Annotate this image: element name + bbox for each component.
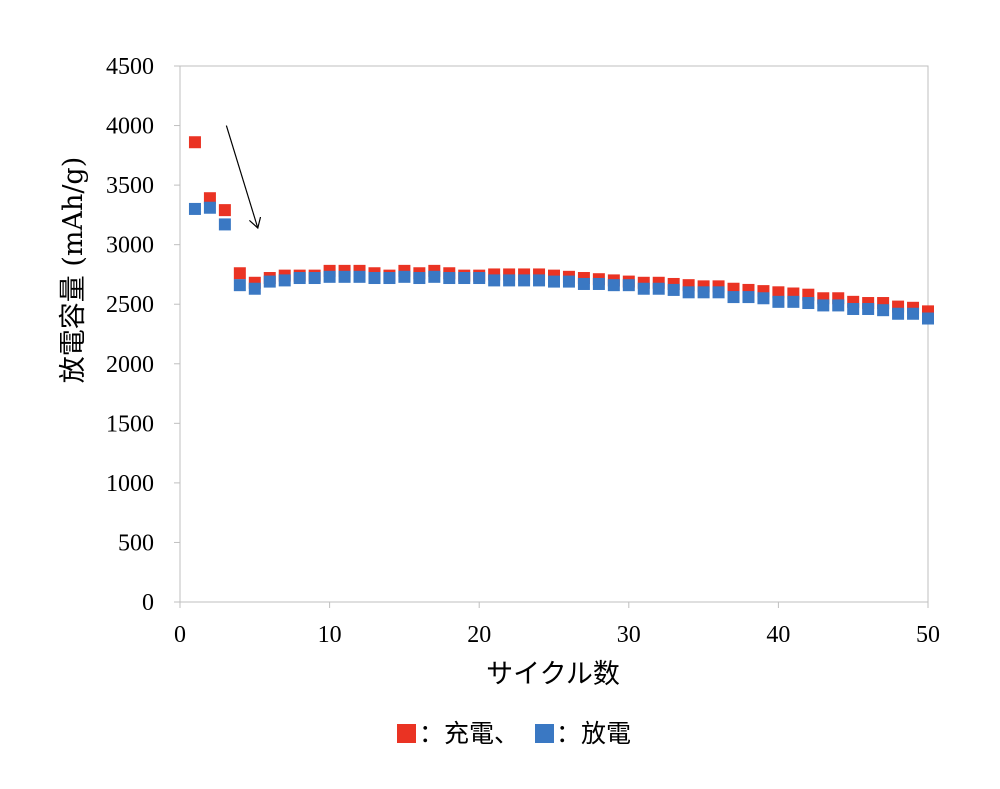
y-tick-label: 1500 xyxy=(106,411,154,437)
discharge-point xyxy=(922,312,934,325)
x-tick-label: 0 xyxy=(174,622,186,648)
discharge-point xyxy=(727,291,740,304)
y-tick-label: 4500 xyxy=(106,54,154,80)
y-tick-label: 500 xyxy=(118,530,154,556)
x-axis-label: サイクル数 xyxy=(486,659,620,690)
annotation xyxy=(225,125,257,228)
charge-point xyxy=(772,286,785,299)
discharge-point xyxy=(742,291,755,304)
y-axis: 0 500 1000 1500 2000 2500 3000 3500 4000 4500 xyxy=(106,54,180,616)
discharge-point xyxy=(907,307,920,320)
charge-point xyxy=(188,136,201,149)
discharge-point xyxy=(398,270,411,283)
y-tick-label: 3000 xyxy=(106,233,154,259)
y-tick-label: 3500 xyxy=(106,173,154,199)
discharge-point xyxy=(383,272,396,285)
annotation-arrow xyxy=(225,125,257,228)
y-tick-label: 2000 xyxy=(106,352,154,378)
y-tick-label: 0 xyxy=(142,590,154,616)
discharge-point xyxy=(278,274,291,287)
discharge-point xyxy=(622,279,635,292)
discharge-point xyxy=(877,304,890,317)
x-tick-label: 40 xyxy=(766,622,790,648)
discharge-point xyxy=(817,299,830,312)
discharge-point xyxy=(203,201,216,214)
x-axis: 0 10 20 30 40 50 xyxy=(174,602,940,648)
discharge-point xyxy=(218,218,231,231)
discharge-point xyxy=(548,275,560,288)
discharge-point xyxy=(892,307,905,320)
discharge-point xyxy=(338,270,351,283)
discharge-point xyxy=(607,279,620,292)
discharge-point xyxy=(562,275,575,288)
discharge-point xyxy=(323,270,336,283)
charge-point xyxy=(203,192,216,205)
discharge-point xyxy=(637,282,650,295)
plot-border xyxy=(179,65,929,603)
discharge-point xyxy=(488,274,501,287)
discharge-point xyxy=(847,302,860,315)
x-tick-label: 10 xyxy=(318,622,342,648)
discharge-point xyxy=(592,277,605,290)
legend: ：充電、 ：放電 xyxy=(397,719,631,748)
y-axis-label: 放電容量 (mAh/g) xyxy=(58,157,89,384)
discharge-point xyxy=(862,302,875,315)
legend-swatch-charge xyxy=(397,724,416,743)
discharge-point xyxy=(443,272,456,285)
legend-swatch-discharge xyxy=(535,724,554,743)
discharge-point xyxy=(577,277,590,290)
discharge-point xyxy=(248,282,261,295)
discharge-point xyxy=(503,274,516,287)
discharge-point xyxy=(787,295,800,308)
y-tick-label: 1000 xyxy=(106,471,154,497)
legend-label-charge: ：充電、 xyxy=(419,719,519,748)
discharge-point xyxy=(458,272,471,285)
y-tick-label: 2500 xyxy=(106,292,154,318)
discharge-point xyxy=(413,272,426,285)
x-tick-label: 30 xyxy=(617,622,641,648)
y-tick-label: 4000 xyxy=(106,114,154,140)
x-tick-label: 50 xyxy=(916,622,940,648)
discharge-point xyxy=(353,270,366,283)
discharge-point xyxy=(667,283,680,296)
discharge-point xyxy=(263,275,276,288)
discharge-point xyxy=(428,270,441,283)
discharge-point xyxy=(233,279,246,292)
x-tick-label: 20 xyxy=(467,622,491,648)
discharge-point xyxy=(682,286,695,299)
legend-label-discharge: ：放電 xyxy=(556,719,631,748)
discharge-point xyxy=(308,272,321,285)
discharge-point xyxy=(652,282,665,295)
plot-area xyxy=(179,65,929,603)
discharge-point xyxy=(802,297,815,310)
discharge-point xyxy=(772,295,785,308)
discharge-point xyxy=(473,272,486,285)
data-points xyxy=(188,136,934,325)
discharge-point xyxy=(293,272,306,285)
charge-point xyxy=(218,204,231,217)
discharge-point xyxy=(757,292,770,305)
discharge-point xyxy=(368,272,381,285)
discharge-point xyxy=(832,299,845,312)
discharge-point xyxy=(533,274,546,287)
discharge-point xyxy=(188,202,201,215)
charge-point xyxy=(233,267,246,280)
discharge-point xyxy=(697,286,710,299)
discharge-point xyxy=(518,274,531,287)
discharge-point xyxy=(712,286,725,299)
